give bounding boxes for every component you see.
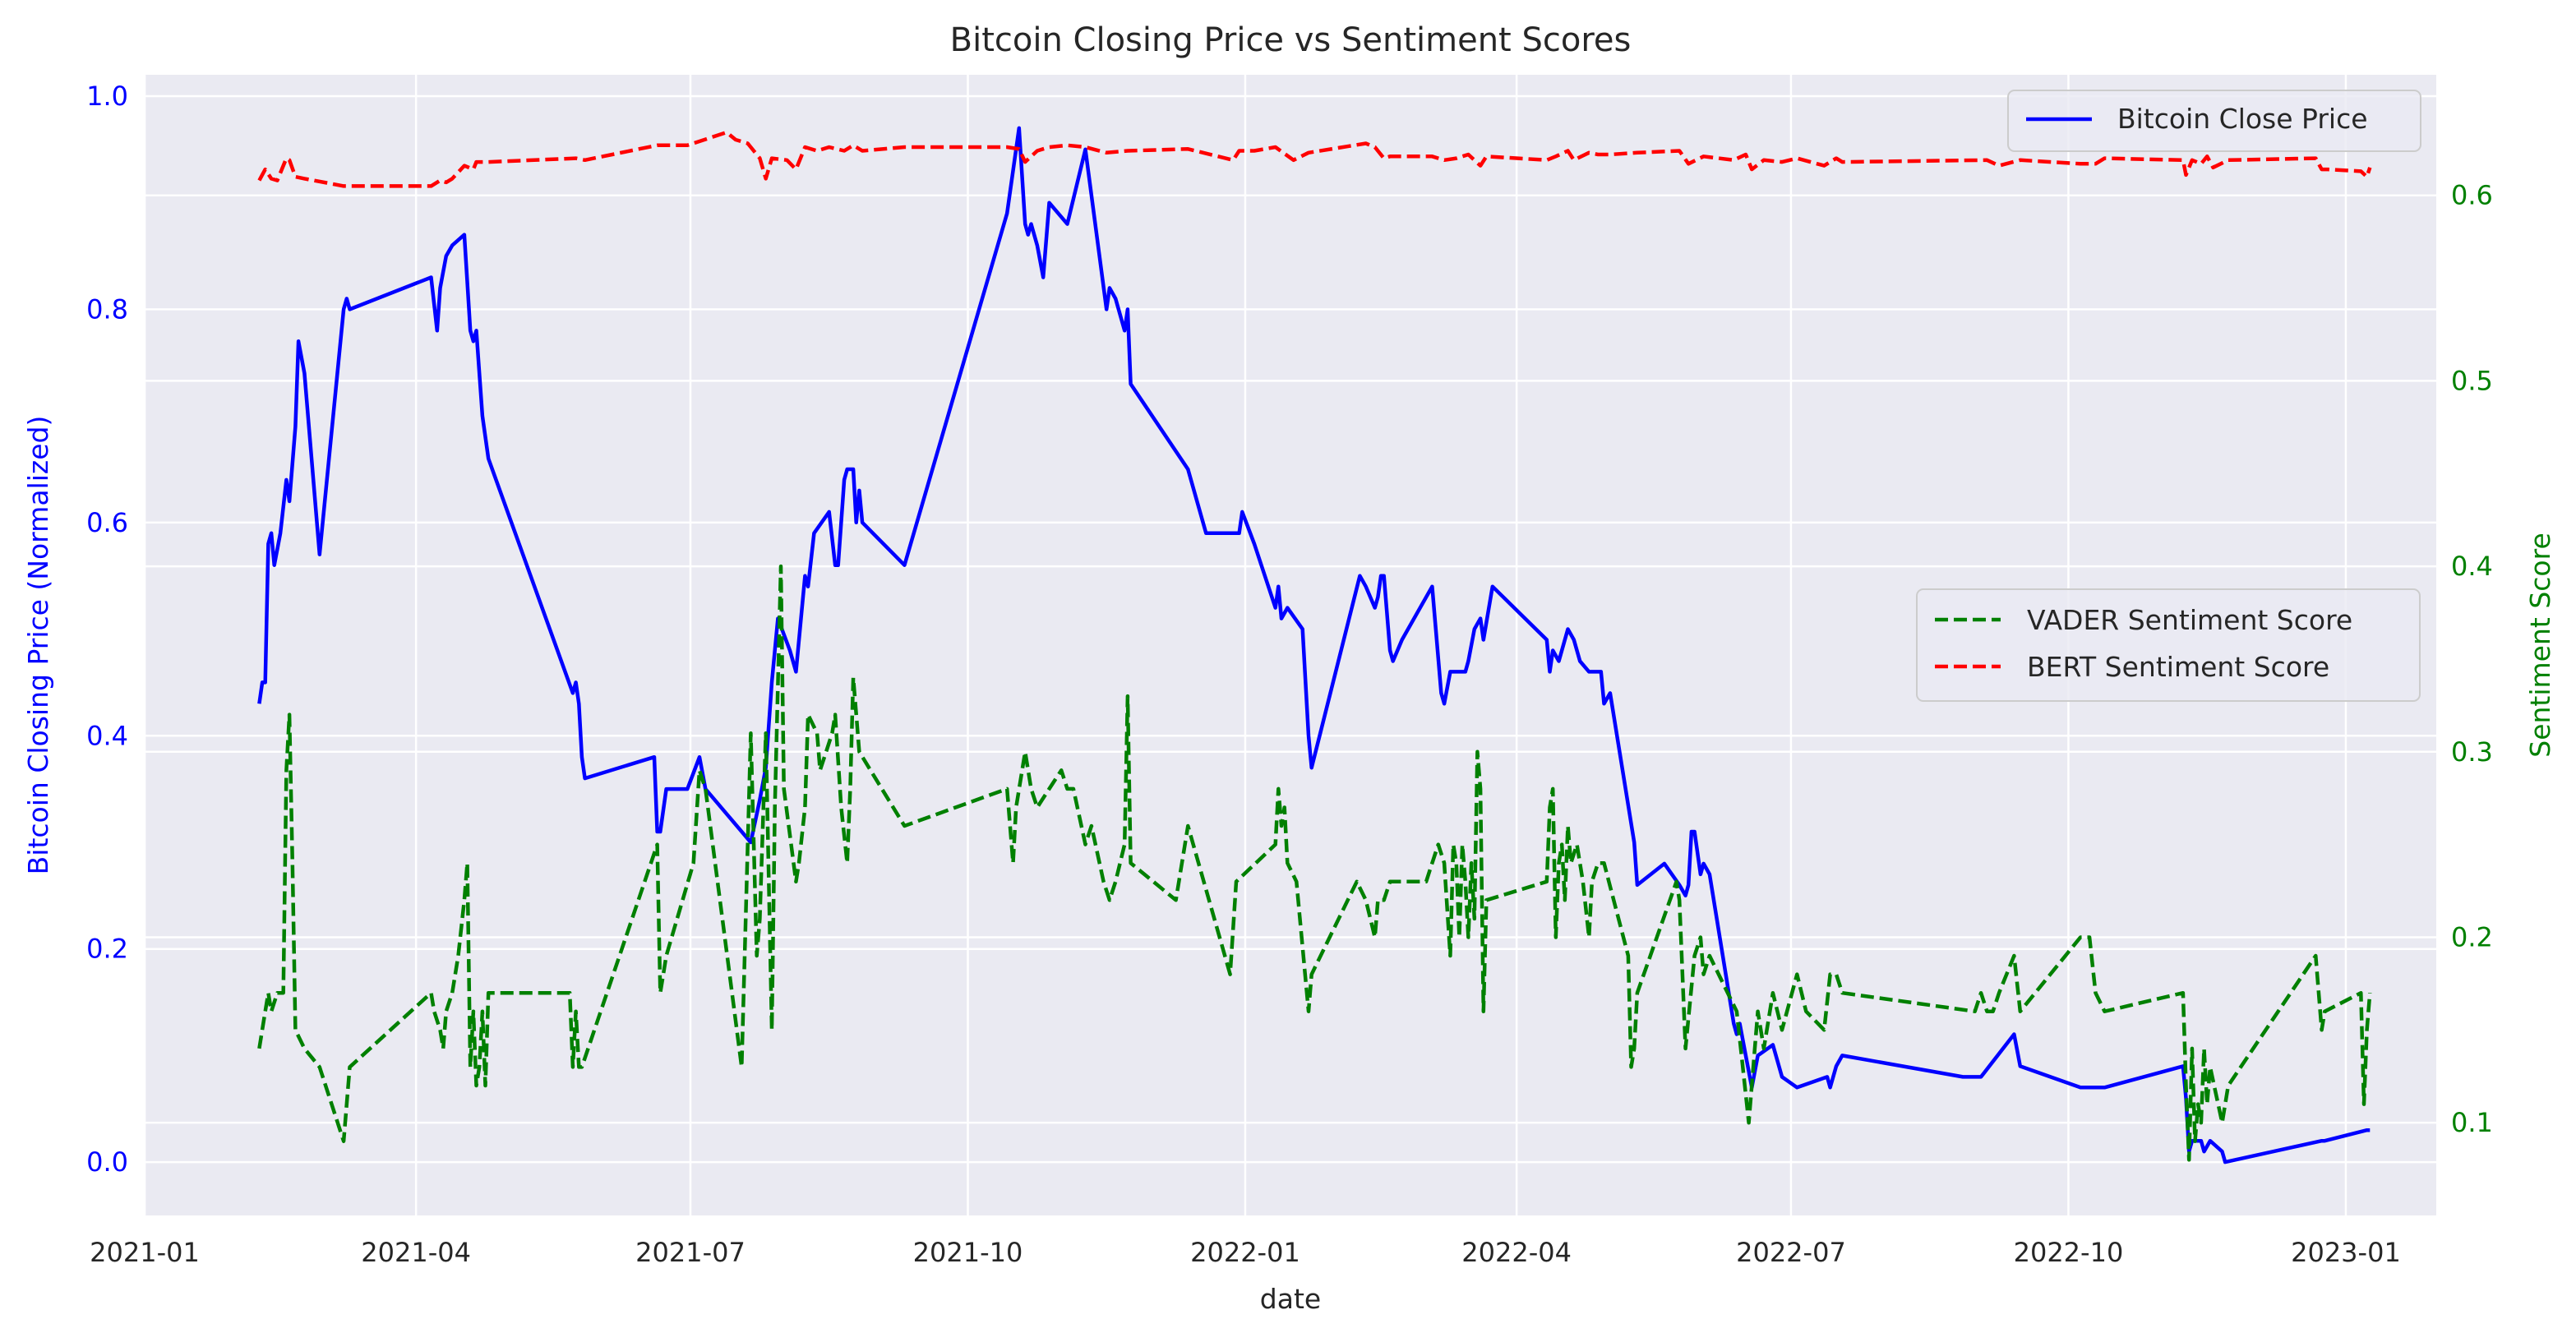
- x-tick-label: 2021-07: [635, 1237, 746, 1268]
- y-axis-label-left: Bitcoin Closing Price (Normalized): [22, 416, 54, 875]
- series-line-bitcoin: [257, 126, 2371, 1164]
- y-tick-label-right: 0.1: [2451, 1107, 2493, 1138]
- y-tick-label-right: 0.2: [2451, 921, 2493, 952]
- y-tick-label-right: 0.6: [2451, 180, 2493, 211]
- legend-label-bert: BERT Sentiment Score: [2027, 651, 2329, 683]
- x-tick-label: 2021-10: [913, 1237, 1023, 1268]
- x-tick-label: 2021-04: [361, 1237, 471, 1268]
- legend-label-vader: VADER Sentiment Score: [2027, 604, 2352, 636]
- left-axis: 0.0 0.2 0.4 0.6 0.8 1.0: [86, 81, 128, 1178]
- legend-label-bitcoin: Bitcoin Close Price: [2117, 103, 2368, 135]
- legend-sentiment-box: [1916, 588, 2421, 702]
- y-tick-label-left: 0.4: [86, 720, 128, 751]
- x-tick-label: 2022-07: [1736, 1237, 1846, 1268]
- x-tick-label: 2021-01: [90, 1237, 200, 1268]
- series-line-bert: [257, 130, 2372, 188]
- legend-price-box: [2007, 90, 2421, 152]
- series-layer: [257, 126, 2372, 1164]
- y-tick-label-left: 0.6: [86, 507, 128, 538]
- chart-title: Bitcoin Closing Price vs Sentiment Score…: [950, 21, 1632, 59]
- y-tick-label-right: 0.4: [2451, 551, 2493, 582]
- legend-price: Bitcoin Close Price: [2007, 90, 2421, 152]
- x-tick-label: 2022-04: [1461, 1237, 1572, 1268]
- y-tick-label-right: 0.5: [2451, 365, 2493, 396]
- y-tick-label-left: 0.2: [86, 934, 128, 965]
- x-tick-label: 2022-10: [2014, 1237, 2124, 1268]
- y-axis-label-right: Sentiment Score: [2524, 533, 2556, 758]
- y-tick-label-right: 0.3: [2451, 736, 2493, 768]
- right-axis: 0.1 0.2 0.3 0.4 0.5 0.6: [2451, 180, 2493, 1138]
- x-axis: 2021-01 2021-04 2021-07 2021-10 2022-01 2022-…: [90, 1237, 2401, 1268]
- x-tick-label: 2022-01: [1190, 1237, 1300, 1268]
- x-tick-label: 2023-01: [2291, 1237, 2401, 1268]
- legend-sentiment: VADER Sentiment Score BERT Sentiment Sco…: [1916, 588, 2421, 702]
- y-tick-label-left: 0.0: [86, 1146, 128, 1178]
- y-tick-label-left: 0.8: [86, 293, 128, 325]
- series-line-vader: [257, 564, 2372, 1162]
- y-tick-label-left: 1.0: [86, 81, 128, 112]
- x-axis-label: date: [1260, 1283, 1321, 1315]
